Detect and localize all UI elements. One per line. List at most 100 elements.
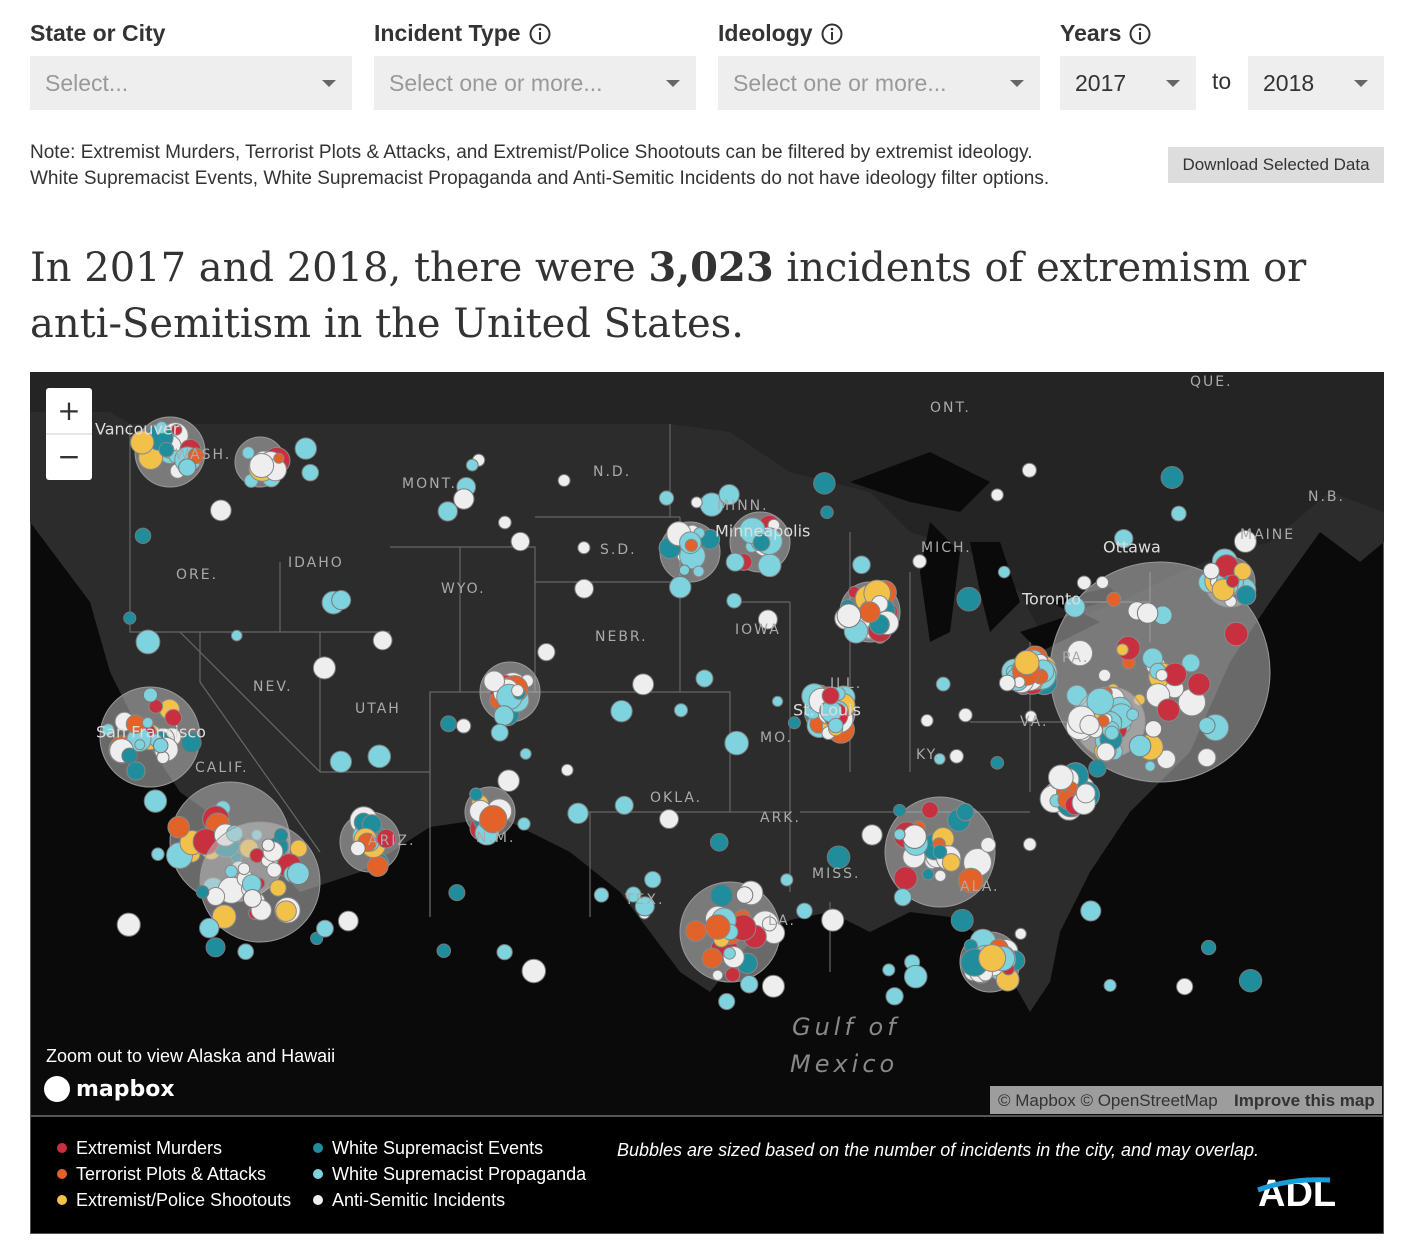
info-icon[interactable] [1129,23,1151,45]
legend-label: Terrorist Plots & Attacks [76,1164,266,1184]
label-text: Ideology [718,20,813,46]
zoom-out[interactable]: − [57,440,80,473]
bubble [1014,650,1040,676]
city-label: San Francisco [96,723,206,742]
bubble [230,629,243,642]
headline-count: 3,023 [648,244,774,291]
bubble [519,747,532,760]
bubble [634,896,655,917]
bubble [933,752,946,766]
bubble [493,705,515,726]
mapbox-logo [44,1076,70,1102]
adl-swoosh [1257,1177,1331,1193]
state-dropdown[interactable]: Select... [30,56,352,110]
gulf-label: Mexico [790,1050,898,1078]
legend-label: White Supremacist Propaganda [332,1164,587,1184]
region-label: MAINE [1240,527,1295,543]
bubble [366,855,389,877]
region-label: N.M. [476,830,515,846]
legend-bg [30,1115,1384,1234]
bubble [903,964,928,989]
bubble [861,824,883,846]
year-to-dropdown[interactable]: 2018 [1248,56,1384,110]
bubble [367,744,392,769]
year-from-dropdown[interactable]: 2017 [1060,56,1196,110]
bubble [1086,687,1114,716]
bubble [496,944,513,961]
city-label: Vancouver [95,420,180,439]
bubble [521,958,547,984]
info-icon[interactable] [821,23,843,45]
bubble [1079,714,1100,736]
bubble [456,718,472,734]
bubble [658,490,675,506]
bubble [511,684,525,698]
bubble [151,847,165,861]
bubble [116,912,141,937]
bubble [453,488,475,510]
bubble [1197,748,1217,768]
bubble [349,840,366,857]
attribution-box [990,1086,1382,1114]
incident-dropdown[interactable]: Select one or more... [374,56,696,110]
bubble [483,670,506,693]
bubble [372,630,393,651]
bubble [692,565,705,578]
bubble [126,761,146,781]
bubble [1136,602,1159,624]
bubble [695,669,714,688]
bubble [440,715,457,733]
region-label: MINN. [717,498,769,514]
download-button[interactable]: Download Selected Data [1168,147,1384,183]
bubble [436,943,452,959]
ideology-dropdown[interactable]: Select one or more... [718,56,1040,110]
bubble [757,609,778,630]
city-label: Minneapolis [715,522,810,541]
bubble [726,592,742,609]
mapbox-brand: mapbox [76,1077,175,1102]
bubble [1156,698,1181,722]
zoom-in[interactable]: + [57,394,80,427]
filter-label: Years [1060,20,1151,47]
bubble [1095,575,1110,590]
info-icon[interactable] [529,23,551,45]
bubble [537,643,556,662]
bubble [1224,621,1249,647]
bubble [956,586,982,612]
bubble [211,904,237,929]
bubble [724,730,749,756]
bubble [625,886,642,903]
map[interactable]: Vancouver WASH. MONT. N.D. MINN. Minneapolis O… [30,372,1384,1234]
bubble [997,565,1011,579]
bubble [893,888,912,907]
bubble [690,496,703,509]
bubble [1098,668,1112,682]
bubble [723,946,736,960]
bubble [206,887,226,906]
bubble [273,452,285,464]
region-label: PA. [1062,650,1089,666]
bubble [710,884,734,907]
region-label: MONT. [402,476,457,492]
bubble [210,499,232,522]
bubble [1114,528,1134,549]
region-label: N.D. [593,464,631,480]
bubble [998,674,1016,692]
bubble [155,421,169,435]
bubble [1103,978,1117,992]
bubble [893,866,918,891]
bubble [1238,968,1263,993]
bubble [158,441,175,458]
bubble [242,889,262,908]
bubble [757,553,782,578]
bubble [1144,720,1163,738]
bubble [712,969,724,981]
bubble [718,483,740,506]
bubble [724,966,741,983]
improve-link[interactable]: Improve this map [1234,1091,1375,1110]
bubble [376,828,397,849]
bubble [956,802,975,822]
region-label: S.D. [600,542,637,558]
bubble [331,590,352,611]
bubble [497,769,520,792]
